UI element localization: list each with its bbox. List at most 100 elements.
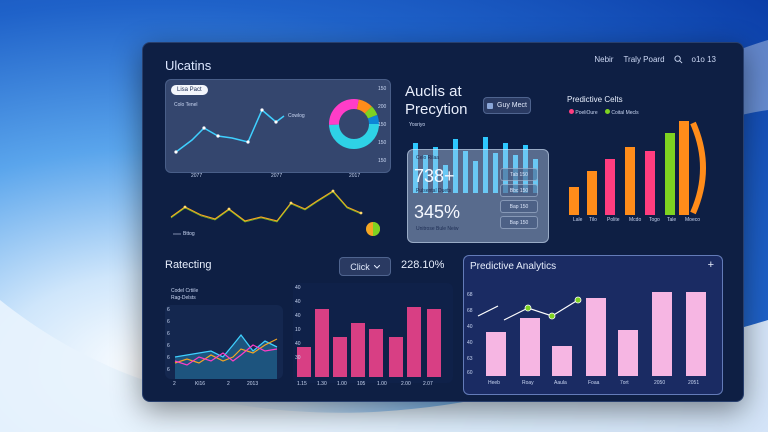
x-label: Polite [607, 217, 620, 223]
x-label: 2 [173, 381, 176, 387]
y-label: 150 [378, 140, 387, 146]
x-label: 105 [357, 381, 366, 387]
y-label: 40 [295, 285, 301, 291]
chip[interactable]: Bap 150 [500, 200, 538, 213]
click-dropdown[interactable]: Click [339, 257, 391, 276]
top-nav: Nebir Traly Poard o1o 13 [593, 53, 717, 66]
x-label: 2051 [688, 380, 700, 386]
multi-line-chart [170, 189, 380, 236]
x-label: Mcdo [629, 217, 642, 223]
chip[interactable]: Bbc 150 [500, 184, 538, 197]
small-legend: Bttog [183, 231, 195, 237]
x-label: 7ort [620, 380, 629, 386]
right-legend: PoeliOure Coital Mecls [569, 109, 639, 116]
x-label: Lale [573, 217, 583, 223]
right-chart-title: Predictive Celts [567, 95, 623, 104]
stat-2: 345% [414, 202, 461, 222]
pink-bar-chart [297, 307, 441, 377]
rate-value: 228.10% [401, 259, 445, 271]
x-label: 2077 [191, 173, 203, 179]
x-label: Foaa [588, 380, 600, 386]
stat-1-sub: Pulsental Duets [416, 188, 452, 194]
button-label: Guy Mect [497, 102, 527, 109]
toggle-icon [487, 102, 494, 109]
nav-item-1[interactable]: Nebir [594, 55, 614, 64]
x-label: 2017 [349, 173, 361, 179]
y-label: 200 [378, 104, 387, 110]
x-label: 2.00 [401, 381, 411, 387]
stat-1: 738+ [414, 166, 455, 186]
y-label: 6 [167, 367, 170, 373]
filter-pill[interactable]: Lisa Pact [171, 85, 208, 95]
predictive-analytics-card: Predictive Analytics + 68 68 40 40 63 60… [463, 255, 723, 395]
chip[interactable]: Tab 150 [500, 168, 538, 181]
line-and-donut-chart [174, 99, 379, 154]
legend-line-1: Codel Crtiile [171, 288, 199, 294]
x-label: Moeco [685, 217, 701, 223]
trend-line [175, 108, 285, 153]
dropdown-label: Click [350, 261, 370, 272]
section-title: Ratecting [165, 259, 212, 271]
y-label: 10 [295, 327, 301, 333]
x-label: Togo [649, 217, 660, 223]
legend-label-2: Coital Mecls [611, 110, 639, 116]
center-title: Auclis at Precytion [405, 83, 468, 119]
guy-mect-button[interactable]: Guy Mect [483, 97, 531, 114]
y-label: 6 [167, 343, 170, 349]
y-label: 6 [167, 307, 170, 313]
y-label: 150 [378, 122, 387, 128]
y-label: 68 [467, 292, 473, 298]
chart-title: Colo Tenel [174, 102, 198, 108]
x-label: 1.30 [317, 381, 327, 387]
donut-legend: Cowlog [288, 113, 305, 119]
overview-card: Lisa Pact Colo Tenel Cowlog 150 200 150 … [165, 79, 391, 173]
right-bar-chart [569, 121, 706, 215]
legend-label-1: PoeliOure [575, 110, 598, 116]
predictive-chart [477, 292, 706, 376]
y-label: 6 [167, 331, 170, 337]
center-title-line1: Auclis at [405, 83, 462, 100]
legend-dot-green [605, 109, 611, 114]
y-label: 40 [467, 324, 473, 330]
trend-points [174, 108, 278, 154]
kpi-glass-panel: Celo Rilaa 738+ Pulsental Duets 345% Uni… [407, 149, 549, 243]
y-label: 6 [167, 319, 170, 325]
center-title-line2: Precytion [405, 101, 468, 118]
add-icon[interactable]: + [707, 259, 714, 271]
x-label: Kl16 [195, 381, 206, 387]
x-label: Heeb [488, 380, 500, 386]
chip[interactable]: Bap 150 [500, 216, 538, 229]
predictive-title: Predictive Analytics [470, 261, 557, 272]
chevron-down-icon [373, 264, 380, 269]
y-label: 40 [295, 313, 301, 319]
legend-line-2: Rag-Delsts [171, 295, 196, 301]
x-label: Tale [667, 217, 677, 223]
x-label: 1.00 [377, 381, 387, 387]
y-label: 40 [295, 299, 301, 305]
y-label: 40 [467, 340, 473, 346]
area-line-chart [174, 333, 278, 379]
x-label: 2 [227, 381, 230, 387]
x-label: Aaula [554, 380, 567, 386]
x-label: 2013 [247, 381, 259, 387]
search-icon[interactable] [673, 55, 683, 64]
x-label: 1.00 [337, 381, 347, 387]
x-label: 1.15 [297, 381, 307, 387]
y-label: 30 [295, 355, 301, 361]
panel-title: Celo Rilaa [416, 155, 440, 161]
y-label: 63 [467, 356, 473, 362]
x-label: 2077 [271, 173, 283, 179]
brand-title: Ulcatins [165, 58, 212, 73]
y-label: 40 [295, 341, 301, 347]
y-label: 68 [467, 308, 473, 314]
tiny-label: Yosriyo [409, 122, 426, 128]
y-label: 6 [167, 355, 170, 361]
y-label: 60 [467, 370, 473, 376]
stat-2-sub: Unitrose Bule Neiw [416, 226, 459, 232]
nav-item-2[interactable]: Traly Poard [623, 55, 665, 64]
y-label: 150 [378, 86, 387, 92]
donut-chart [329, 99, 379, 149]
dashboard-window: Ulcatins Nebir Traly Poard o1o 13 Lisa P… [142, 42, 744, 402]
x-label: 2050 [654, 380, 666, 386]
x-label: Tilo [589, 217, 597, 223]
